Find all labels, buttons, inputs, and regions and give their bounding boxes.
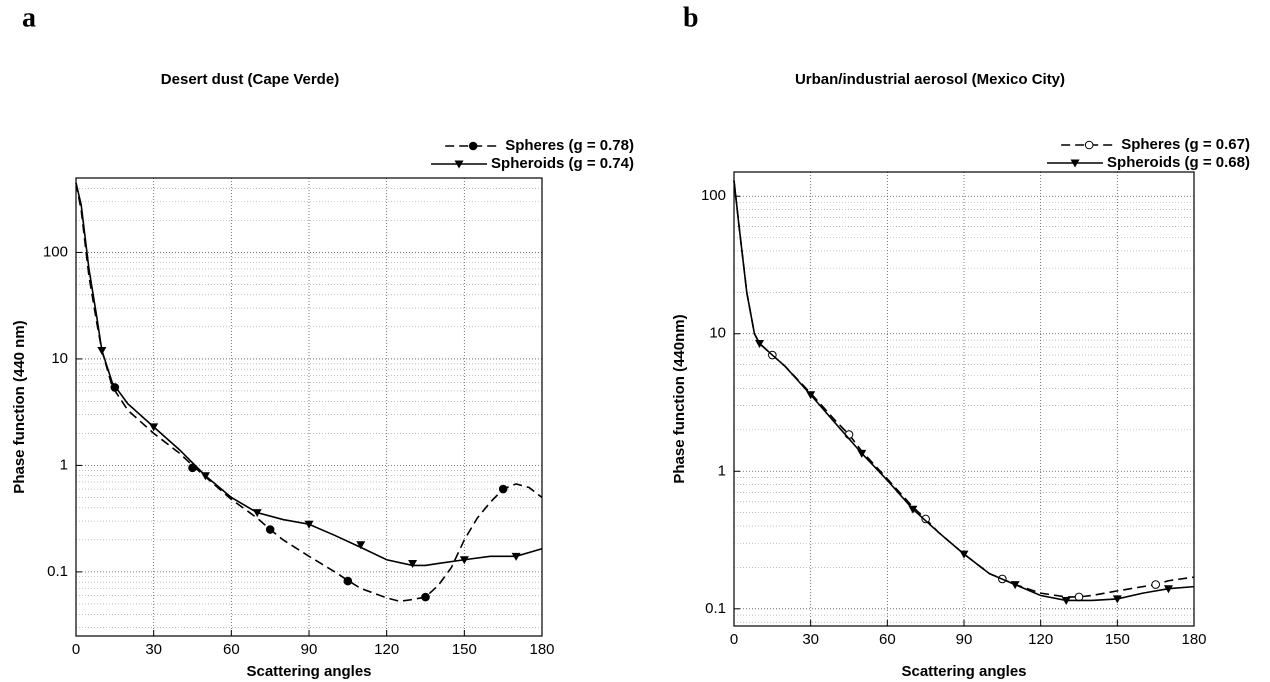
- series-line: [733, 180, 1195, 602]
- marker: [1010, 581, 1020, 590]
- marker: [265, 525, 275, 534]
- x-tick-label: 120: [1028, 631, 1053, 648]
- marker: [252, 509, 262, 518]
- marker: [200, 472, 210, 481]
- chart-title: Desert dust (Cape Verde): [161, 71, 339, 88]
- panel-label: a: [22, 2, 36, 33]
- x-axis-label: Scattering angles: [901, 663, 1026, 680]
- y-tick-label: 100: [701, 187, 726, 204]
- x-tick-label: 30: [145, 641, 162, 658]
- y-axis-label: Phase function (440nm): [671, 314, 688, 483]
- marker: [1151, 580, 1160, 589]
- plot-frame: [75, 177, 543, 637]
- legend-marker: [1070, 159, 1080, 168]
- plot-frame: [733, 171, 1195, 627]
- marker: [149, 423, 159, 432]
- marker: [806, 391, 816, 400]
- x-tick-label: 30: [802, 631, 819, 648]
- marker: [1074, 592, 1084, 602]
- legend-label: Spheroids (g = 0.68): [1107, 154, 1250, 171]
- x-tick-label: 120: [374, 641, 399, 658]
- marker: [188, 463, 197, 473]
- y-axis-label: Phase function (440 nm): [11, 320, 28, 493]
- x-tick-label: 90: [956, 631, 973, 648]
- chart-title: Urban/industrial aerosol (Mexico City): [795, 71, 1065, 88]
- legend-label: Spheres (g = 0.78): [505, 137, 634, 154]
- x-tick-label: 90: [301, 641, 318, 658]
- marker: [97, 346, 107, 355]
- legend-label: Spheres (g = 0.67): [1121, 136, 1250, 153]
- marker: [498, 484, 508, 494]
- marker: [959, 550, 969, 559]
- marker: [511, 552, 521, 561]
- marker: [1163, 585, 1173, 594]
- x-tick-label: 180: [529, 641, 554, 658]
- marker: [908, 505, 918, 514]
- legend-label: Spheroids (g = 0.74): [491, 155, 634, 172]
- marker: [857, 449, 867, 458]
- marker: [921, 514, 930, 524]
- y-tick-label: 10: [709, 325, 726, 342]
- marker: [1061, 596, 1071, 605]
- marker: [408, 559, 418, 568]
- y-tick-label: 10: [51, 350, 68, 367]
- x-tick-label: 60: [223, 641, 240, 658]
- y-tick-label: 1: [60, 456, 68, 473]
- marker: [343, 576, 353, 586]
- x-tick-label: 180: [1181, 631, 1206, 648]
- y-tick-label: 1: [718, 462, 726, 479]
- legend-marker: [454, 160, 464, 169]
- marker: [421, 592, 430, 602]
- series-line: [75, 182, 543, 567]
- x-tick-label: 150: [452, 641, 477, 658]
- marker: [304, 520, 314, 529]
- marker: [1112, 595, 1122, 604]
- marker: [755, 339, 765, 348]
- x-tick-label: 60: [879, 631, 896, 648]
- y-tick-label: 100: [43, 243, 68, 260]
- y-tick-label: 0.1: [705, 600, 726, 617]
- x-tick-label: 0: [72, 641, 80, 658]
- legend-marker: [468, 141, 478, 151]
- marker: [459, 556, 469, 565]
- x-tick-label: 0: [730, 631, 738, 648]
- x-tick-label: 150: [1105, 631, 1130, 648]
- panel-label: b: [683, 2, 699, 33]
- marker: [356, 541, 366, 550]
- legend-marker: [1084, 140, 1094, 150]
- y-tick-label: 0.1: [47, 563, 68, 580]
- x-axis-label: Scattering angles: [246, 663, 371, 680]
